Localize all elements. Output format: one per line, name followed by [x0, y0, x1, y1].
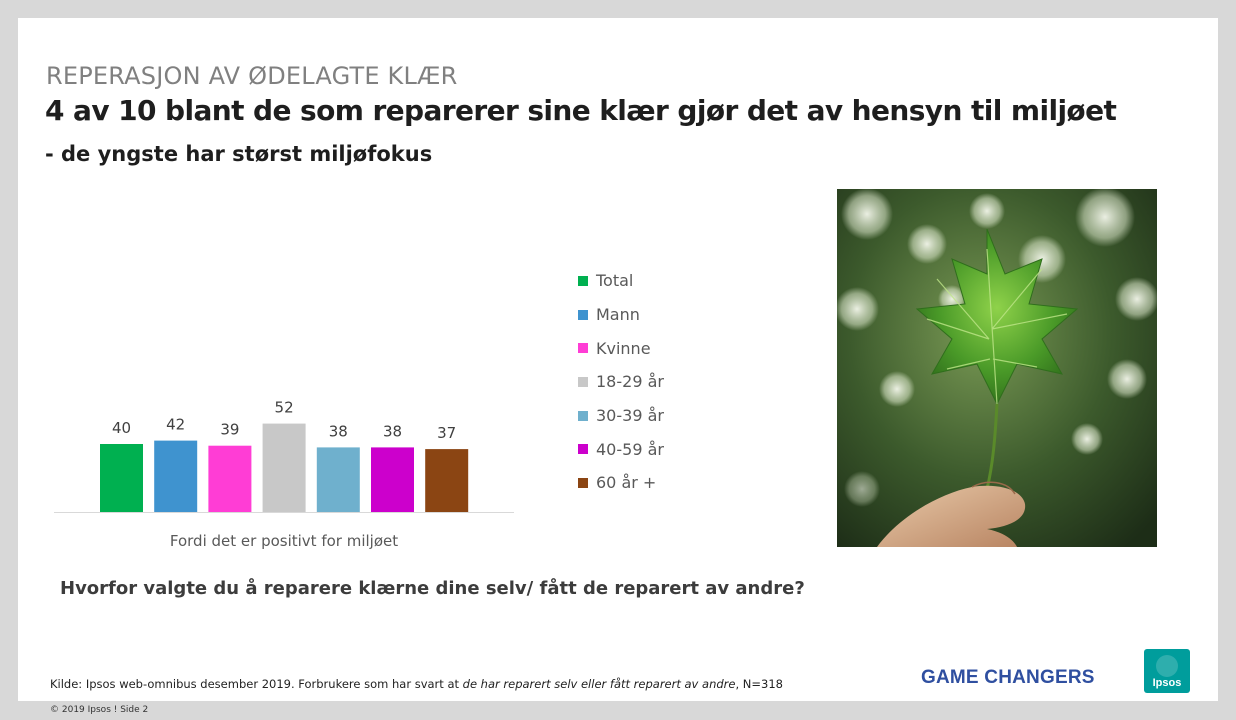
source-suffix: , N=318	[735, 677, 783, 691]
legend-item-5: 30-39 år	[578, 399, 664, 433]
legend-label-2: Mann	[596, 305, 640, 325]
legend-label-3: Kvinne	[596, 338, 651, 358]
bar-3	[208, 445, 252, 512]
slide-headline: 4 av 10 blant de som reparerer sine klær…	[45, 94, 1117, 127]
slide: REPERASJON AV ØDELAGTE KLÆR 4 av 10 blan…	[18, 18, 1218, 701]
bar-5	[316, 447, 360, 512]
bar-value-label-3: 39	[220, 421, 239, 439]
bar-value-label-7: 37	[437, 424, 456, 442]
leaf-in-hand-photo	[837, 189, 1157, 547]
legend-label-1: Total	[596, 271, 634, 291]
bar-6	[371, 447, 414, 512]
bar-value-label-2: 42	[166, 416, 185, 434]
slide-subline: - de yngste har størst miljøfokus	[45, 142, 433, 166]
bar-value-label-1: 40	[112, 419, 131, 437]
legend-item-2: Mann	[578, 298, 664, 332]
game-changers-brand: GAME CHANGERS	[921, 667, 1095, 688]
bar-value-label-4: 52	[275, 399, 294, 417]
bar-2	[154, 440, 198, 512]
source-italic: de har reparert selv eller fått reparert…	[462, 677, 736, 691]
legend-swatch-2	[578, 309, 588, 320]
copyright: © 2019 Ipsos ! Side 2	[50, 705, 149, 715]
bar-1	[100, 444, 143, 512]
chart-legend: Total Mann Kvinne 18-29 år 30-39 år 40-59 år 6…	[578, 264, 664, 500]
bar-7	[425, 449, 469, 512]
legend-item-4: 18-29 år	[578, 365, 664, 399]
legend-label-5: 30-39 år	[596, 406, 664, 426]
legend-item-6: 40-59 år	[578, 432, 664, 466]
slide-kicker: REPERASJON AV ØDELAGTE KLÆR	[46, 62, 458, 90]
bar-value-label-5: 38	[329, 422, 348, 440]
legend-label-4: 18-29 år	[596, 372, 664, 392]
bar-chart: 40 42 39 52 38 38 37 Fordi det er positivt for…	[54, 399, 514, 550]
category-label: Fordi det er positivt for miljøet	[170, 532, 398, 550]
legend-label-7: 60 år +	[596, 473, 657, 493]
source-prefix: Kilde: Ipsos web-omnibus desember 2019. …	[50, 677, 463, 691]
bar-value-label-6: 38	[383, 422, 402, 440]
legend-swatch-4	[578, 376, 588, 387]
legend-swatch-7	[578, 477, 588, 488]
source-note: Kilde: Ipsos web-omnibus desember 2019. …	[50, 677, 783, 691]
survey-question: Hvorfor valgte du å reparere klærne dine…	[60, 578, 805, 599]
ipsos-logo-text: Ipsos	[1153, 677, 1182, 689]
legend-swatch-6	[578, 444, 588, 455]
legend-swatch-3	[578, 343, 588, 354]
legend-item-3: Kvinne	[578, 331, 664, 365]
bar-4	[262, 423, 306, 512]
ipsos-logo: Ipsos	[1144, 649, 1190, 693]
legend-swatch-1	[578, 275, 588, 286]
legend-label-6: 40-59 år	[596, 439, 664, 459]
legend-item-7: 60 år +	[578, 466, 664, 500]
legend-swatch-5	[578, 410, 588, 421]
legend-item-1: Total	[578, 264, 664, 298]
